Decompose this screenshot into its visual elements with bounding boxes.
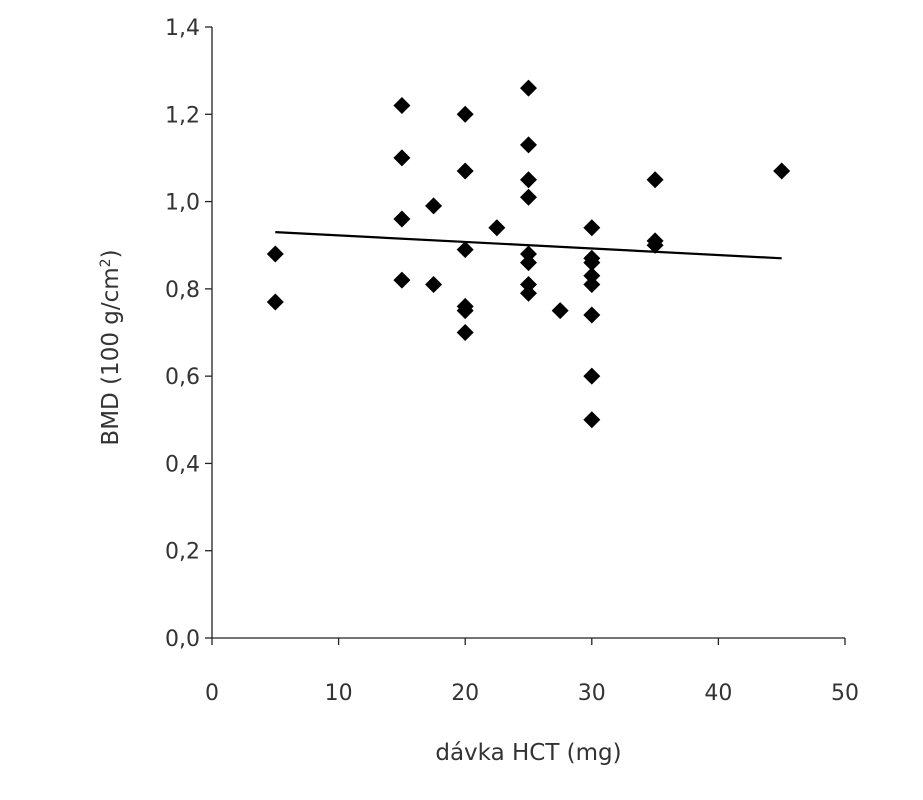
y-tick-label: 0,6 (165, 365, 200, 390)
data-point (583, 275, 601, 293)
data-point (393, 271, 411, 289)
data-point (520, 188, 537, 206)
y-axis-title: BMD (100 g/cm2) (98, 249, 124, 445)
x-tick-label: 40 (704, 681, 732, 706)
y-ticks: 0,0 0,2 0,4 0,6 0,8 1,0 1,2 1,4 (165, 16, 212, 652)
data-point (520, 136, 537, 154)
data-point (583, 367, 601, 385)
data-point (266, 293, 284, 311)
y-tick-label: 1,0 (165, 191, 200, 216)
data-point (456, 324, 474, 341)
data-point (266, 245, 284, 263)
data-point (520, 79, 537, 97)
y-tick-label: 0,2 (165, 540, 200, 565)
y-axis-title-main: BMD (100 g/cm (98, 267, 124, 445)
data-point (520, 284, 537, 302)
axes (211, 27, 845, 639)
data-point (520, 171, 537, 189)
data-point (646, 171, 664, 189)
data-point (456, 241, 474, 259)
trendline (275, 231, 782, 260)
x-tick-label: 10 (325, 681, 353, 706)
data-point (520, 275, 537, 293)
x-axis-title: dávka HCT (mg) (435, 740, 621, 766)
data-point (583, 219, 601, 237)
y-tick-label: 0,8 (165, 278, 200, 303)
y-tick-label: 1,2 (165, 103, 200, 128)
y-tick-label: 0,4 (165, 452, 200, 477)
data-point (520, 254, 537, 272)
points-layer (266, 79, 791, 429)
data-point (393, 97, 411, 115)
x-tick-label: 50 (831, 681, 859, 706)
y-tick-label: 0,0 (165, 627, 200, 652)
data-point (646, 236, 664, 254)
x-tick-label: 20 (451, 681, 479, 706)
y-axis-title-superscript: 2 (98, 258, 114, 267)
x-ticks: 0 10 20 30 40 50 (205, 638, 859, 706)
y-tick-label: 1,4 (165, 16, 200, 41)
data-point (393, 210, 411, 228)
data-point (551, 302, 569, 320)
data-point (425, 275, 443, 293)
x-tick-label: 0 (205, 681, 219, 706)
x-tick-label: 30 (578, 681, 606, 706)
data-point (393, 149, 411, 167)
data-point (520, 245, 537, 263)
data-point (456, 105, 474, 123)
data-point (583, 267, 601, 285)
data-point (456, 162, 474, 180)
data-point (488, 219, 506, 237)
y-axis-title-end: ) (98, 249, 124, 258)
data-point (583, 254, 601, 272)
data-point (456, 302, 474, 320)
data-point (773, 162, 791, 180)
data-point (583, 411, 601, 429)
data-point (425, 197, 443, 215)
trendline-layer (275, 231, 782, 260)
data-point (583, 306, 601, 324)
